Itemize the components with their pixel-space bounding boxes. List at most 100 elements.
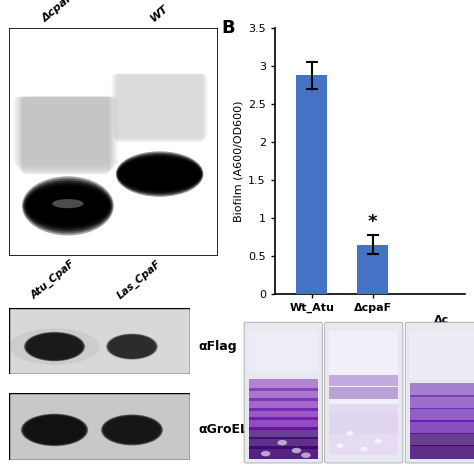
Ellipse shape	[24, 332, 85, 361]
Text: Las_CpaF: Las_CpaF	[115, 258, 163, 301]
FancyBboxPatch shape	[112, 74, 207, 138]
Text: B: B	[221, 19, 235, 37]
Ellipse shape	[22, 415, 87, 445]
Text: αFlag: αFlag	[199, 340, 237, 353]
Text: *: *	[368, 213, 377, 231]
FancyBboxPatch shape	[22, 97, 109, 174]
FancyBboxPatch shape	[249, 331, 318, 372]
Ellipse shape	[23, 415, 86, 445]
FancyBboxPatch shape	[329, 434, 398, 455]
Ellipse shape	[103, 416, 161, 444]
Ellipse shape	[52, 199, 83, 208]
FancyBboxPatch shape	[111, 74, 209, 137]
Ellipse shape	[107, 334, 156, 359]
Ellipse shape	[27, 334, 82, 359]
Ellipse shape	[25, 332, 84, 361]
Ellipse shape	[22, 176, 114, 236]
Y-axis label: Biofilm (A600/OD600): Biofilm (A600/OD600)	[234, 100, 244, 222]
FancyBboxPatch shape	[18, 97, 113, 170]
Ellipse shape	[116, 151, 203, 197]
Ellipse shape	[277, 440, 287, 446]
Ellipse shape	[26, 417, 83, 443]
Ellipse shape	[22, 414, 87, 446]
Bar	[357, 245, 388, 294]
Ellipse shape	[109, 335, 155, 358]
Ellipse shape	[117, 153, 203, 195]
Text: αGroEL: αGroEL	[199, 423, 248, 437]
FancyBboxPatch shape	[249, 437, 318, 449]
FancyBboxPatch shape	[115, 74, 205, 141]
Ellipse shape	[101, 415, 163, 445]
FancyBboxPatch shape	[17, 97, 115, 168]
Ellipse shape	[118, 156, 201, 191]
Ellipse shape	[25, 416, 84, 444]
Ellipse shape	[119, 159, 200, 189]
Ellipse shape	[101, 414, 163, 446]
FancyBboxPatch shape	[113, 74, 206, 139]
FancyBboxPatch shape	[15, 97, 117, 166]
Ellipse shape	[26, 333, 83, 360]
FancyBboxPatch shape	[249, 398, 318, 410]
FancyBboxPatch shape	[249, 418, 318, 430]
FancyBboxPatch shape	[9, 308, 190, 374]
Ellipse shape	[105, 417, 159, 443]
Ellipse shape	[108, 335, 156, 358]
Ellipse shape	[360, 447, 367, 451]
Text: Δc: Δc	[434, 315, 449, 325]
Ellipse shape	[117, 154, 202, 194]
FancyBboxPatch shape	[329, 404, 398, 434]
FancyBboxPatch shape	[244, 322, 322, 463]
Ellipse shape	[104, 417, 160, 443]
Ellipse shape	[26, 184, 110, 228]
Text: Atu_CpaF: Atu_CpaF	[29, 258, 77, 301]
FancyBboxPatch shape	[410, 445, 474, 459]
FancyBboxPatch shape	[410, 420, 474, 434]
FancyBboxPatch shape	[405, 322, 474, 463]
FancyBboxPatch shape	[329, 375, 398, 386]
Ellipse shape	[25, 182, 111, 229]
Ellipse shape	[261, 451, 270, 456]
Ellipse shape	[23, 178, 113, 234]
Ellipse shape	[24, 416, 85, 444]
FancyBboxPatch shape	[9, 393, 190, 460]
Ellipse shape	[346, 431, 353, 436]
Ellipse shape	[25, 333, 84, 360]
Text: WT: WT	[149, 3, 171, 24]
FancyBboxPatch shape	[249, 408, 318, 420]
FancyBboxPatch shape	[249, 379, 318, 391]
FancyBboxPatch shape	[249, 427, 318, 439]
FancyBboxPatch shape	[410, 395, 474, 409]
Ellipse shape	[118, 155, 201, 193]
Ellipse shape	[9, 328, 100, 365]
FancyBboxPatch shape	[20, 97, 111, 172]
Ellipse shape	[102, 415, 162, 445]
Ellipse shape	[107, 334, 157, 359]
Ellipse shape	[292, 448, 301, 453]
Ellipse shape	[119, 158, 201, 190]
Ellipse shape	[301, 453, 311, 458]
Ellipse shape	[337, 444, 344, 448]
FancyBboxPatch shape	[116, 74, 203, 142]
Ellipse shape	[27, 186, 109, 226]
Text: ΔcpaF2: ΔcpaF2	[41, 0, 82, 24]
FancyBboxPatch shape	[410, 331, 474, 379]
FancyBboxPatch shape	[329, 387, 398, 400]
Ellipse shape	[104, 416, 160, 444]
Ellipse shape	[24, 180, 112, 232]
Bar	[296, 75, 327, 294]
FancyBboxPatch shape	[410, 408, 474, 421]
FancyBboxPatch shape	[249, 447, 318, 459]
Ellipse shape	[21, 414, 88, 446]
Ellipse shape	[27, 188, 109, 224]
Ellipse shape	[27, 334, 82, 360]
FancyBboxPatch shape	[325, 322, 403, 463]
FancyBboxPatch shape	[9, 28, 218, 256]
FancyBboxPatch shape	[249, 389, 318, 401]
FancyBboxPatch shape	[13, 97, 119, 164]
Ellipse shape	[28, 190, 108, 222]
Ellipse shape	[120, 160, 199, 188]
FancyBboxPatch shape	[410, 383, 474, 397]
Ellipse shape	[106, 334, 158, 360]
Ellipse shape	[374, 439, 382, 443]
FancyBboxPatch shape	[329, 331, 398, 413]
